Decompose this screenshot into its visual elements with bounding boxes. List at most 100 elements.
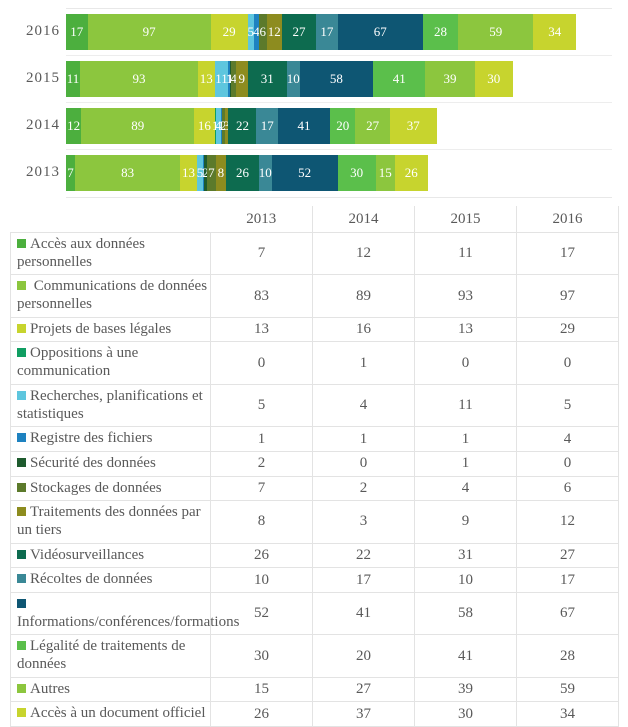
chart-segment[interactable]: 26 [225, 154, 259, 191]
chart-segment[interactable]: 4 [230, 60, 237, 97]
chart-segment[interactable]: 10 [259, 154, 272, 191]
chart-segment-label: 6 [259, 24, 267, 39]
table-header-row: 2013 2014 2015 2016 [11, 206, 619, 233]
chart-segment[interactable]: 41 [277, 107, 331, 144]
chart-segment[interactable]: 5 [247, 13, 254, 50]
chart-segment[interactable]: 15 [375, 154, 395, 191]
chart-segment[interactable]: 1 [226, 60, 232, 97]
chart-segment[interactable]: 16 [194, 107, 215, 144]
table-header-corner [11, 206, 211, 233]
chart-segment-label: 31 [260, 71, 274, 86]
table-value-cell: 1 [414, 450, 517, 477]
chart-segment[interactable]: 20 [330, 107, 356, 144]
chart-segment[interactable]: 27 [281, 13, 317, 50]
legend-swatch-icon [17, 390, 26, 400]
chart-segment[interactable]: 12 [266, 13, 282, 50]
table-category-cell: Accès à un document officiel [10, 701, 211, 727]
table-value-cell: 12 [312, 231, 415, 276]
table-row: Sécurité des données 2 0 1 0 [10, 450, 619, 477]
chart-segment[interactable]: 11 [214, 60, 229, 97]
chart-segment[interactable]: 89 [81, 107, 195, 144]
chart-segment-label: 15 [378, 165, 392, 180]
chart-segment[interactable]: 12 [66, 107, 82, 144]
chart-segment-label: 29 [222, 24, 236, 39]
chart-segment[interactable]: 22 [228, 107, 257, 144]
chart-segment[interactable]: 17 [66, 13, 88, 50]
chart-segment[interactable]: 17 [256, 107, 278, 144]
table-header-year[interactable]: 2013 [210, 206, 313, 233]
chart-segment[interactable]: 31 [247, 60, 287, 97]
chart-segment[interactable]: 30 [337, 154, 376, 191]
chart-segment-label: 30 [350, 165, 364, 180]
table-header-year[interactable]: 2014 [312, 206, 415, 233]
chart-segment[interactable]: 1 [218, 107, 225, 144]
table-header-year[interactable]: 2015 [414, 206, 517, 233]
chart-segment[interactable]: 1 [201, 154, 207, 191]
chart-segment[interactable]: 1 [227, 60, 234, 97]
table-category-label: Accès aux données personnelles [17, 236, 145, 270]
chart-segment-label: 39 [443, 71, 457, 86]
chart-segment[interactable]: 7 [66, 154, 75, 191]
chart-segment[interactable]: 29 [210, 13, 248, 50]
chart-segment-label: 93 [132, 71, 146, 86]
chart-segment[interactable]: 58 [299, 60, 374, 97]
chart-segment[interactable]: 11 [66, 60, 80, 97]
chart-segment[interactable]: 83 [74, 154, 181, 191]
table-value-cell: 27 [312, 676, 415, 703]
chart-segment[interactable]: 37 [389, 107, 437, 144]
table-value-cell: 4 [312, 383, 415, 428]
table-category-label: Récoltes de données [30, 571, 153, 588]
chart-segment[interactable]: 13 [180, 154, 197, 191]
chart-segment[interactable]: 17 [316, 13, 338, 50]
chart-segment-label: 13 [199, 71, 213, 86]
chart-segment[interactable]: 10 [287, 60, 300, 97]
chart-segment-label: 52 [298, 165, 312, 180]
table-value-cell: 37 [312, 701, 415, 727]
chart-segment[interactable]: 3 [223, 107, 230, 144]
table-category-label: Légalité de traitements de données [17, 638, 186, 673]
chart-segment[interactable]: 34 [533, 13, 577, 50]
chart-segment[interactable]: 67 [337, 13, 423, 50]
chart-segment[interactable]: 9 [236, 60, 248, 97]
chart-segment[interactable]: 26 [394, 154, 428, 191]
chart-segment-label: 1 [201, 166, 208, 179]
chart-segment[interactable]: 5 [197, 154, 203, 191]
chart-segment[interactable]: 6 [258, 13, 267, 50]
chart-segment[interactable]: 7 [206, 154, 216, 191]
chart-gridline [66, 102, 612, 103]
chart-segment-label: 13 [182, 165, 196, 180]
chart-segment-label: 5 [247, 24, 254, 39]
chart-segment-label: 22 [235, 118, 249, 133]
chart-gridline [66, 149, 612, 150]
chart-segment[interactable]: 2 [220, 107, 227, 144]
table-category-cell: Projets de bases légales [10, 316, 211, 343]
chart-segment[interactable]: 27 [355, 107, 390, 144]
chart-segment[interactable]: 93 [79, 60, 199, 97]
chart-segment[interactable]: 97 [87, 13, 211, 50]
legend-swatch-icon [17, 507, 26, 517]
chart-segment[interactable]: 52 [271, 154, 338, 191]
legend-swatch-icon [17, 239, 26, 248]
data-table: 2013 2014 2015 2016 Accès aux données perso… [10, 206, 619, 727]
chart-track-filler [437, 108, 628, 144]
chart-bar-row: 20151193130111149311058413930 [0, 55, 628, 102]
chart-segment[interactable]: 59 [458, 13, 534, 50]
chart-segment[interactable]: 41 [373, 60, 426, 97]
chart-segment[interactable]: 30 [474, 60, 513, 97]
table-value-cell: 58 [414, 591, 517, 636]
chart-segment-label: 1 [218, 119, 225, 132]
chart-segment[interactable]: 8 [215, 154, 226, 191]
chart-segment[interactable]: 4 [215, 107, 222, 144]
table-value-cell: 2 [210, 450, 313, 477]
chart-segment[interactable]: 13 [198, 60, 215, 97]
chart-segment[interactable]: 4 [253, 13, 260, 50]
table-header-year[interactable]: 2016 [516, 206, 619, 233]
chart-segment[interactable]: 28 [422, 13, 459, 50]
chart-segment[interactable]: 39 [425, 60, 475, 97]
chart-segment[interactable]: 1 [212, 107, 218, 144]
chart-bar-track: 78313051278261052301526 [66, 154, 628, 191]
chart-gridline [66, 55, 612, 56]
chart-segment[interactable]: 2 [202, 154, 209, 191]
chart-segment-label: 3 [223, 118, 230, 133]
chart-segment-label: 12 [67, 118, 81, 133]
